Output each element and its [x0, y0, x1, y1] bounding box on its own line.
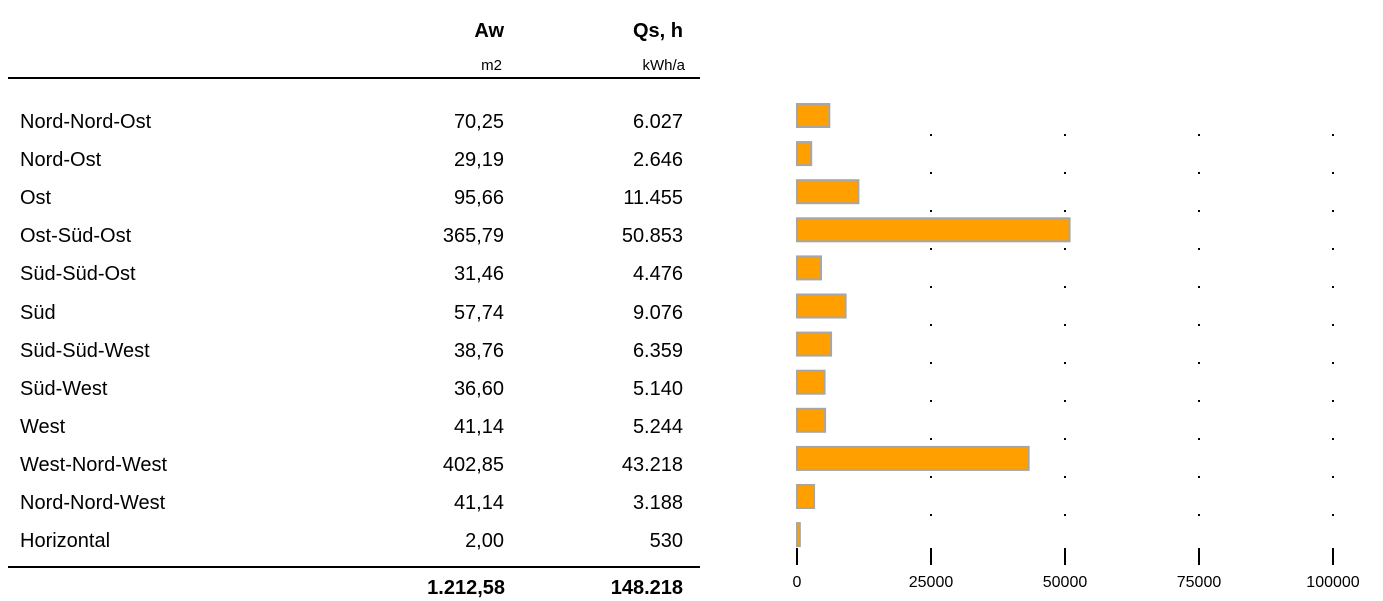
unit-aw: m2	[481, 57, 502, 74]
row-label: Süd-West	[20, 377, 108, 400]
x-tick-label: 75000	[1177, 574, 1222, 591]
row-qs-value: 6.359	[632, 339, 683, 362]
header-rule	[8, 77, 700, 79]
x-tick-label: 50000	[1043, 574, 1088, 591]
row-aw-value: 2,00	[465, 530, 504, 553]
row-qs-value: 11.455	[623, 187, 683, 210]
row-aw-value: 38,76	[453, 339, 504, 362]
row-label: Nord-Nord-West	[20, 492, 166, 514]
total-rule	[8, 566, 700, 568]
row-label: Nord-Nord-Ost	[20, 111, 152, 133]
bar	[796, 141, 813, 167]
row-aw-value: 29,19	[453, 149, 504, 172]
row-label: Ost	[20, 187, 52, 210]
x-tick-label: 25000	[909, 574, 954, 591]
bar	[796, 369, 826, 395]
row-qs-value: 43.218	[621, 453, 683, 476]
bar	[796, 217, 1071, 243]
bar	[796, 103, 831, 128]
row-aw-value: 31,46	[453, 263, 504, 286]
row-qs-value: 50.853	[621, 225, 683, 248]
row-qs-value: 5.244	[632, 415, 683, 438]
bar	[796, 255, 822, 281]
row-aw-value: 36,60	[453, 377, 504, 400]
row-label: Süd-Süd-West	[20, 339, 150, 362]
row-qs-value: 530	[649, 530, 683, 553]
row-qs-value: 3.188	[632, 492, 683, 514]
row-label: Süd-Süd-Ost	[20, 263, 136, 286]
row-label: West-Nord-West	[20, 453, 168, 476]
row-label: West	[20, 415, 66, 438]
bar	[796, 484, 816, 509]
row-aw-value: 402,85	[442, 453, 504, 476]
bar	[796, 331, 833, 357]
row-qs-value: 2.646	[632, 149, 683, 172]
row-qs-value: 6.027	[632, 111, 683, 133]
row-qs-value: 4.476	[632, 263, 683, 286]
row-label: Horizontal	[20, 530, 111, 553]
unit-qs: kWh/a	[642, 57, 685, 74]
row-label: Nord-Ost	[20, 149, 102, 172]
row-label: Süd	[20, 301, 56, 324]
row-qs-value: 5.140	[632, 377, 683, 400]
row-aw-value: 57,74	[453, 301, 504, 324]
header-aw: Aw	[474, 20, 504, 42]
row-label: Ost-Süd-Ost	[20, 225, 132, 248]
row-aw-value: 41,14	[453, 492, 504, 514]
x-tick-label: 100000	[1306, 574, 1359, 591]
bar	[796, 179, 860, 205]
bar	[796, 407, 827, 433]
row-aw-value: 365,79	[442, 225, 504, 248]
total-aw: 1.212,58	[427, 577, 505, 599]
header-qs: Qs, h	[632, 20, 683, 42]
total-qs: 148.218	[610, 577, 683, 599]
row-aw-value: 41,14	[453, 415, 504, 438]
row-qs-value: 9.076	[632, 301, 683, 324]
bar	[796, 445, 1030, 471]
row-aw-value: 95,66	[453, 187, 504, 210]
bar	[796, 522, 801, 548]
x-tick-label: 0	[793, 574, 802, 591]
bar	[796, 293, 847, 319]
row-aw-value: 70,25	[453, 111, 504, 133]
